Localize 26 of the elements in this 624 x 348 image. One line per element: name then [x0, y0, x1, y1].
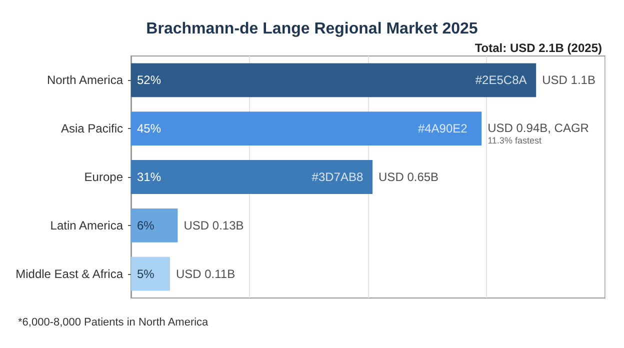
bar — [131, 160, 373, 194]
annotation: USD 0.13B — [184, 218, 244, 232]
y-tick-label: Latin America — [50, 218, 124, 232]
y-tick-label: North America — [46, 73, 124, 88]
data-label: 31% — [137, 170, 162, 184]
y-tick-label: Asia Pacific — [60, 122, 123, 136]
bar — [131, 112, 482, 146]
annotation: #2E5C8A — [475, 73, 527, 88]
y-tick-label: Europe — [84, 170, 124, 184]
data-label: 5% — [137, 266, 155, 281]
annotation: #4A90E2 — [418, 122, 468, 136]
annotation: USD 1.1B — [542, 73, 596, 88]
y-tick-label: Middle East & Africa — [16, 266, 124, 281]
annotation: USD 0.65B — [378, 170, 439, 184]
bar — [131, 208, 178, 242]
bar — [131, 63, 536, 98]
annotation: #3D7AB8 — [312, 170, 364, 184]
bar — [131, 256, 170, 291]
annotation: USD 0.94B, CAGR 11.3% fastest — [488, 121, 590, 146]
text: *6,000-8,000 Patients in North America — [18, 316, 210, 328]
chart-title: Brachmann-de Lange Regional Market 2025 — [146, 20, 478, 38]
data-label: 52% — [137, 73, 162, 88]
chart-subtitle: Total: USD 2.1B (2025) — [474, 41, 602, 55]
annotation: USD 0.11B — [176, 266, 236, 281]
data-label: 45% — [137, 122, 162, 136]
data-label: 6% — [137, 218, 155, 232]
